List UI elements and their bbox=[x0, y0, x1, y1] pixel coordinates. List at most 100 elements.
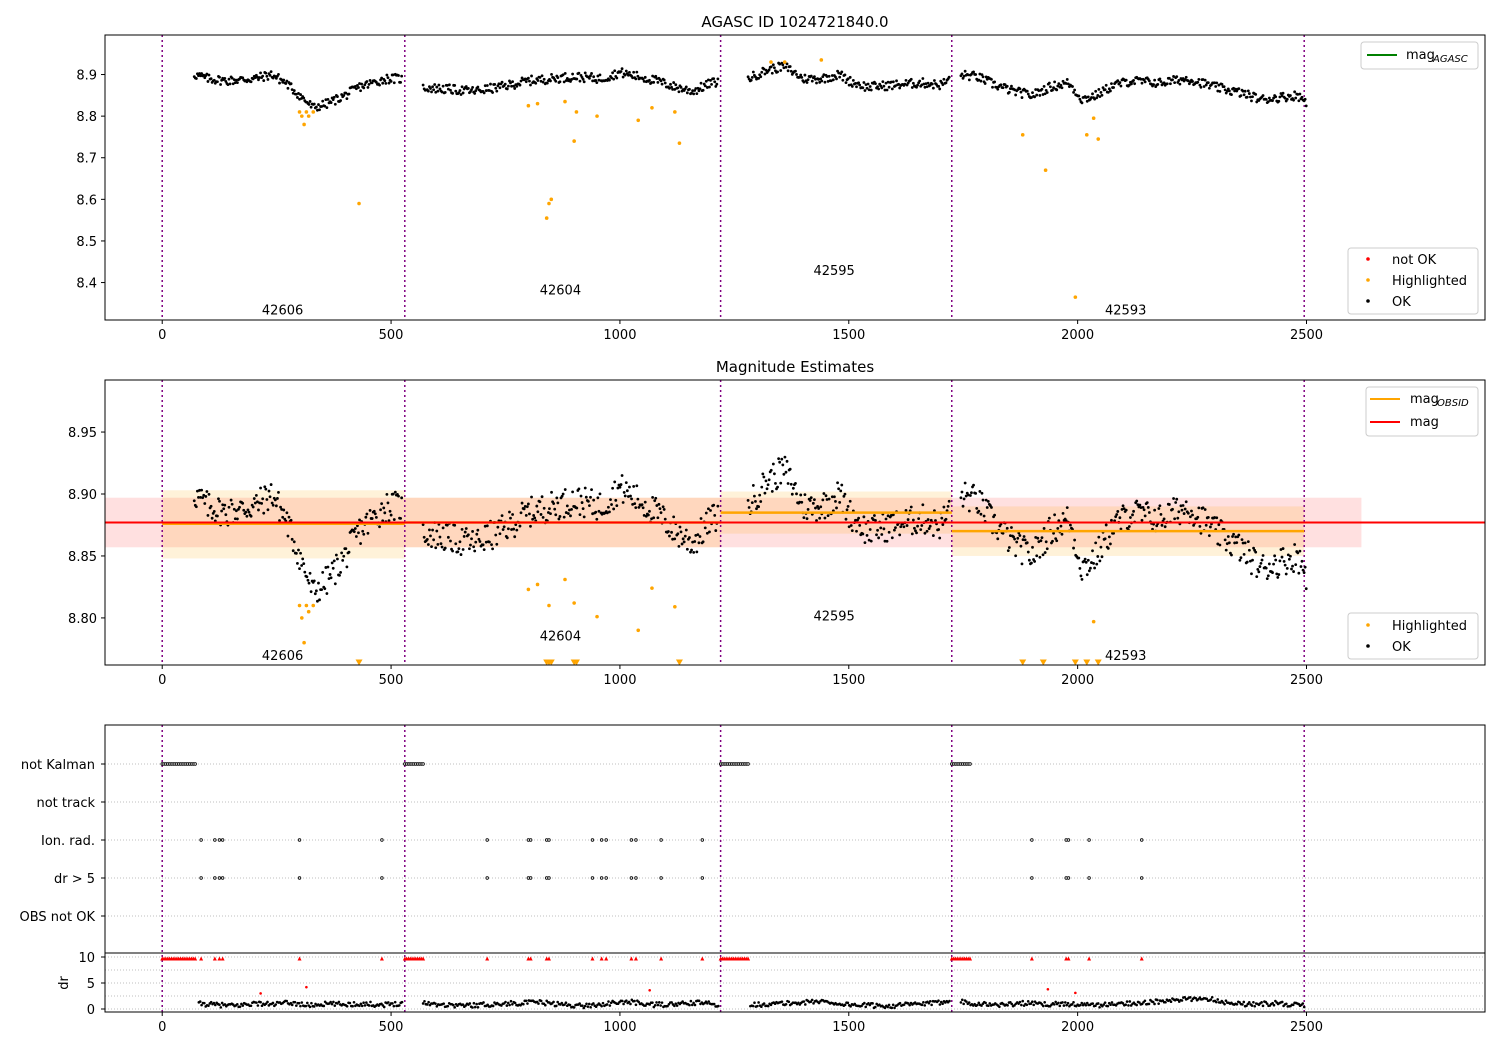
ok-point bbox=[389, 513, 393, 517]
ok-point bbox=[781, 63, 785, 67]
ok-point bbox=[641, 506, 645, 510]
dr-point bbox=[1052, 1003, 1056, 1006]
dr-overflow-marker bbox=[485, 956, 490, 961]
flag-point bbox=[528, 838, 533, 842]
ok-point bbox=[815, 519, 818, 522]
ok-point bbox=[820, 79, 824, 83]
ok-point bbox=[1072, 90, 1075, 94]
ok-point bbox=[942, 505, 946, 509]
ok-point bbox=[1085, 573, 1089, 577]
ok-point bbox=[1285, 566, 1289, 570]
ok-point bbox=[703, 84, 707, 88]
dr-point bbox=[1125, 1000, 1129, 1003]
ok-point bbox=[289, 82, 293, 86]
ok-point bbox=[624, 69, 628, 73]
ok-point bbox=[470, 537, 473, 541]
ok-point bbox=[1116, 79, 1120, 83]
dr-point bbox=[476, 1005, 480, 1009]
ok-point bbox=[1272, 96, 1275, 100]
ok-point bbox=[840, 483, 844, 487]
legend-label: Highlighted bbox=[1392, 619, 1467, 634]
ok-point bbox=[1223, 538, 1227, 542]
ok-point bbox=[331, 98, 335, 101]
ok-point bbox=[1051, 539, 1054, 543]
ok-point bbox=[569, 514, 572, 518]
ok-point bbox=[1181, 504, 1185, 507]
ok-point bbox=[1159, 512, 1163, 516]
ok-point bbox=[290, 537, 294, 541]
ok-point bbox=[386, 76, 390, 80]
dr-point bbox=[504, 1000, 507, 1004]
dr-point bbox=[923, 1004, 927, 1007]
ok-point bbox=[681, 537, 685, 541]
ok-point bbox=[1042, 85, 1046, 88]
dr-point bbox=[707, 1000, 711, 1003]
ok-point bbox=[461, 91, 465, 95]
dr-point bbox=[308, 1005, 312, 1009]
ok-point bbox=[709, 509, 712, 512]
ok-point bbox=[694, 534, 698, 537]
ok-point bbox=[876, 85, 879, 89]
ok-point bbox=[1196, 515, 1200, 519]
ok-point bbox=[466, 533, 470, 537]
dr-point bbox=[688, 1003, 691, 1007]
ok-point bbox=[746, 75, 750, 79]
ok-point bbox=[685, 91, 689, 95]
ok-point bbox=[1227, 89, 1231, 93]
ok-point bbox=[434, 546, 438, 550]
ok-point bbox=[789, 482, 793, 486]
ok-point bbox=[881, 80, 885, 84]
dr-point bbox=[289, 1001, 293, 1005]
ok-point bbox=[222, 507, 226, 511]
ok-point bbox=[825, 498, 829, 501]
ok-point bbox=[754, 75, 757, 79]
ok-point bbox=[991, 85, 994, 89]
ok-point bbox=[273, 498, 277, 502]
ok-point bbox=[441, 84, 445, 88]
ok-point bbox=[974, 73, 978, 76]
ok-point bbox=[1094, 541, 1098, 545]
ok-point bbox=[805, 517, 809, 521]
ok-point bbox=[877, 536, 881, 540]
ok-point bbox=[1020, 96, 1024, 99]
ok-point bbox=[356, 84, 359, 87]
ok-point bbox=[672, 81, 676, 84]
ok-point bbox=[771, 63, 775, 67]
ok-point bbox=[1243, 541, 1247, 545]
ok-point bbox=[628, 70, 631, 74]
ok-point bbox=[324, 98, 328, 101]
ok-point bbox=[628, 485, 631, 489]
ok-point bbox=[1005, 84, 1009, 88]
ok-point bbox=[632, 485, 636, 488]
ok-point bbox=[1158, 504, 1162, 508]
flag-point bbox=[629, 838, 634, 842]
ok-point bbox=[365, 80, 369, 83]
ok-point bbox=[281, 80, 285, 84]
ok-point bbox=[1226, 535, 1230, 538]
dr-point bbox=[864, 1005, 868, 1009]
ok-point bbox=[839, 489, 843, 493]
ok-point bbox=[1086, 95, 1090, 99]
ok-point bbox=[850, 85, 854, 88]
dr-point bbox=[348, 1001, 352, 1005]
ok-point bbox=[911, 81, 915, 85]
ok-point bbox=[1257, 570, 1261, 574]
ok-point bbox=[674, 83, 678, 87]
ok-point bbox=[1083, 557, 1087, 561]
ok-point bbox=[698, 535, 702, 538]
ok-point bbox=[927, 527, 931, 530]
ok-point bbox=[964, 494, 968, 498]
ok-point bbox=[947, 499, 951, 503]
ok-point bbox=[788, 467, 792, 471]
ok-point bbox=[497, 82, 501, 86]
ok-point bbox=[1127, 83, 1131, 87]
dr-point bbox=[358, 1004, 361, 1008]
ok-point bbox=[220, 509, 224, 513]
ok-point bbox=[966, 73, 970, 77]
ok-point bbox=[814, 77, 817, 81]
flag-point bbox=[547, 876, 551, 880]
flag-row-label: not track bbox=[36, 796, 95, 811]
ok-point bbox=[470, 88, 473, 92]
ok-point bbox=[662, 508, 666, 511]
ok-point bbox=[1122, 507, 1126, 511]
